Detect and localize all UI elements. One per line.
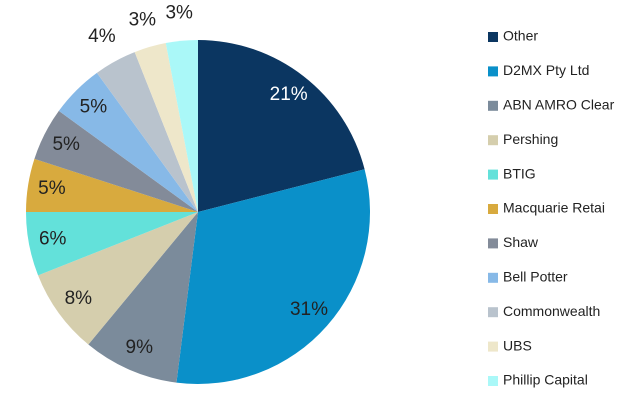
data-label: 8% [65,288,93,309]
legend-label: BTIG [503,165,536,181]
pie-slice [198,40,365,212]
pie-slice [96,52,198,212]
data-label: 5% [52,134,80,155]
legend-label: D2MX Pty Ltd [503,62,589,78]
legend-label: Commonwealth [503,303,600,319]
legend-swatch [488,204,498,214]
legend-swatch [488,135,498,146]
legend-swatch [488,32,498,42]
data-label: 3% [129,9,157,30]
legend-label: Other [503,28,538,44]
legend-label: Macquarie Retai [503,200,605,216]
pie-slice [26,212,198,276]
data-label: 21% [270,84,308,105]
legend-swatch [488,272,498,283]
pie-slice [38,212,198,345]
legend-swatch [488,169,498,180]
data-label: 3% [165,2,193,23]
legend-swatch [488,238,498,249]
data-label: 6% [39,229,67,250]
data-label: 9% [126,337,154,358]
legend-label: UBS [503,337,532,353]
legend-label: Bell Potter [503,269,568,285]
data-label: 31% [290,299,328,320]
legend-swatch [488,100,498,111]
pie-slice [58,72,198,212]
pie-slice [165,40,198,212]
pie-slice [88,212,198,383]
pie-slice [176,169,370,384]
legend-label: Pershing [503,131,558,147]
pie-slice [34,110,199,212]
legend-swatch [488,307,498,318]
legend-swatch [488,66,498,77]
data-label: 5% [38,178,66,199]
data-label: 5% [80,96,108,117]
legend-label: ABN AMRO Clear [503,97,615,113]
pie-slice [26,158,198,212]
legend-label: Phillip Capital [503,372,588,388]
legend-swatch [488,376,498,386]
data-label: 4% [88,26,116,47]
legend-label: Shaw [503,234,539,250]
legend-swatch [488,341,498,352]
pie-slice [134,43,198,212]
